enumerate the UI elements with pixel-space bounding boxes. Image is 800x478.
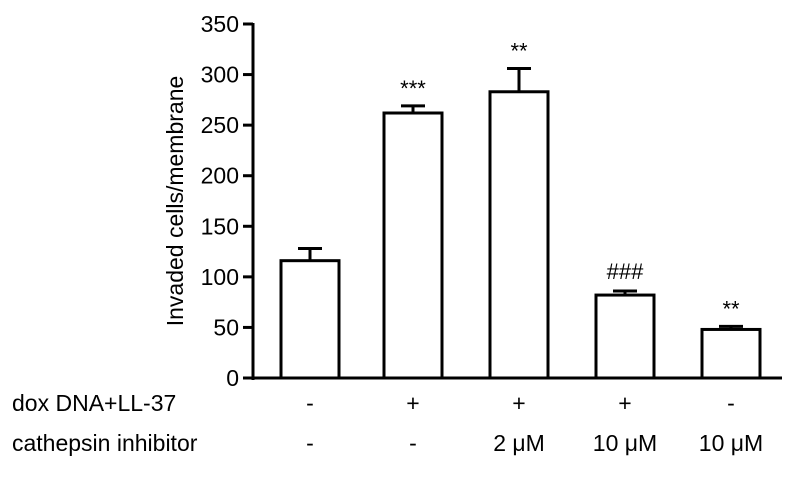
y-tick-label: 100 — [201, 264, 239, 290]
condition-value: - — [306, 430, 314, 456]
condition-value: 10 μM — [593, 430, 657, 456]
condition-value: + — [618, 390, 631, 416]
y-tick-label: 50 — [213, 314, 239, 340]
y-tick-label: 250 — [201, 112, 239, 138]
condition-value: - — [727, 390, 735, 416]
y-tick-label: 350 — [201, 11, 239, 37]
significance-label: ### — [607, 259, 644, 284]
condition-value: + — [512, 390, 525, 416]
y-axis-label: Invaded cells/membrane — [162, 76, 188, 327]
condition-value: - — [409, 430, 417, 456]
y-tick-label: 0 — [226, 365, 239, 391]
condition-table: dox DNA+LL-37 - + + + - cathepsin inhibitor - - 2… — [12, 390, 763, 456]
condition-value: + — [406, 390, 419, 416]
bars — [279, 90, 762, 380]
significance-labels: *****###** — [400, 39, 740, 322]
condition-value: 10 μM — [699, 430, 763, 456]
bar — [382, 111, 444, 380]
bar — [279, 259, 341, 380]
condition-row-label: cathepsin inhibitor — [12, 430, 198, 456]
condition-value: - — [306, 390, 314, 416]
y-tick-label: 200 — [201, 163, 239, 189]
y-tick-label: 300 — [201, 62, 239, 88]
bar — [488, 90, 550, 380]
bar — [700, 327, 762, 380]
y-ticks: 0 50 100 150 200 250 300 350 — [201, 11, 253, 391]
condition-value: 2 μM — [493, 430, 545, 456]
significance-label: *** — [400, 76, 426, 101]
significance-label: ** — [722, 296, 740, 321]
y-tick-label: 150 — [201, 213, 239, 239]
condition-row-label: dox DNA+LL-37 — [12, 390, 176, 416]
significance-label: ** — [510, 39, 528, 64]
error-bars — [298, 67, 743, 330]
bar — [594, 293, 656, 380]
